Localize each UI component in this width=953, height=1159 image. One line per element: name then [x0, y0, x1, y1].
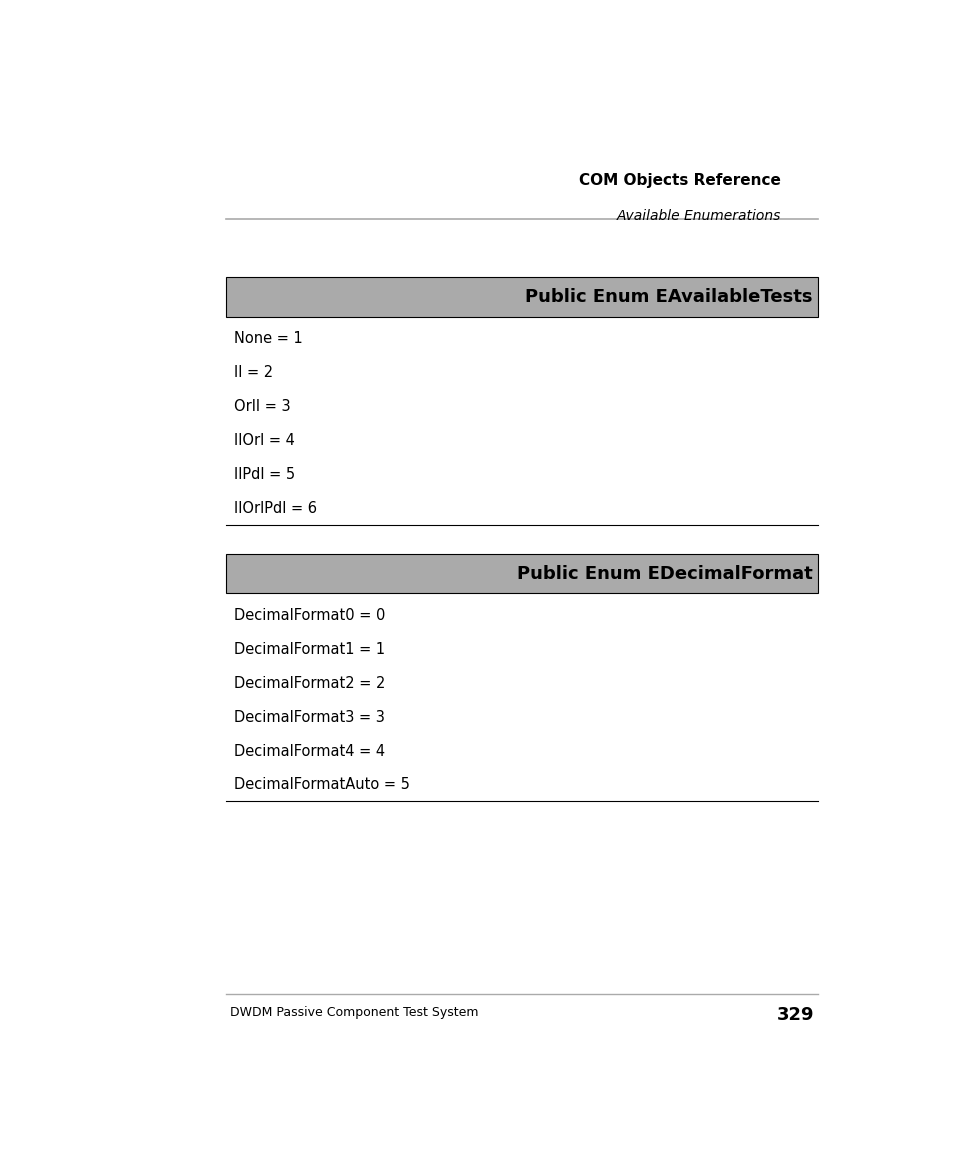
Text: IlOrlPdl = 6: IlOrlPdl = 6	[233, 501, 316, 516]
Text: None = 1: None = 1	[233, 331, 302, 347]
Text: OrlI = 3: OrlI = 3	[233, 399, 290, 414]
Text: DecimalFormat0 = 0: DecimalFormat0 = 0	[233, 607, 385, 622]
Text: Available Enumerations: Available Enumerations	[616, 209, 781, 223]
Text: DecimalFormat2 = 2: DecimalFormat2 = 2	[233, 676, 385, 691]
Text: Il = 2: Il = 2	[233, 365, 273, 380]
Text: DecimalFormatAuto = 5: DecimalFormatAuto = 5	[233, 778, 409, 793]
Text: DecimalFormat1 = 1: DecimalFormat1 = 1	[233, 642, 385, 657]
Text: Public Enum EAvailableTests: Public Enum EAvailableTests	[525, 289, 812, 306]
Text: IlOrl = 4: IlOrl = 4	[233, 433, 294, 449]
Text: Public Enum EDecimalFormat: Public Enum EDecimalFormat	[517, 564, 812, 583]
Text: COM Objects Reference: COM Objects Reference	[578, 173, 781, 188]
Bar	[226, 277, 817, 316]
Text: DecimalFormat4 = 4: DecimalFormat4 = 4	[233, 744, 385, 758]
Text: 329: 329	[776, 1006, 813, 1023]
Text: DWDM Passive Component Test System: DWDM Passive Component Test System	[230, 1006, 478, 1019]
Text: DecimalFormat3 = 3: DecimalFormat3 = 3	[233, 709, 384, 724]
Text: IlPdl = 5: IlPdl = 5	[233, 467, 294, 482]
Bar	[226, 554, 817, 593]
